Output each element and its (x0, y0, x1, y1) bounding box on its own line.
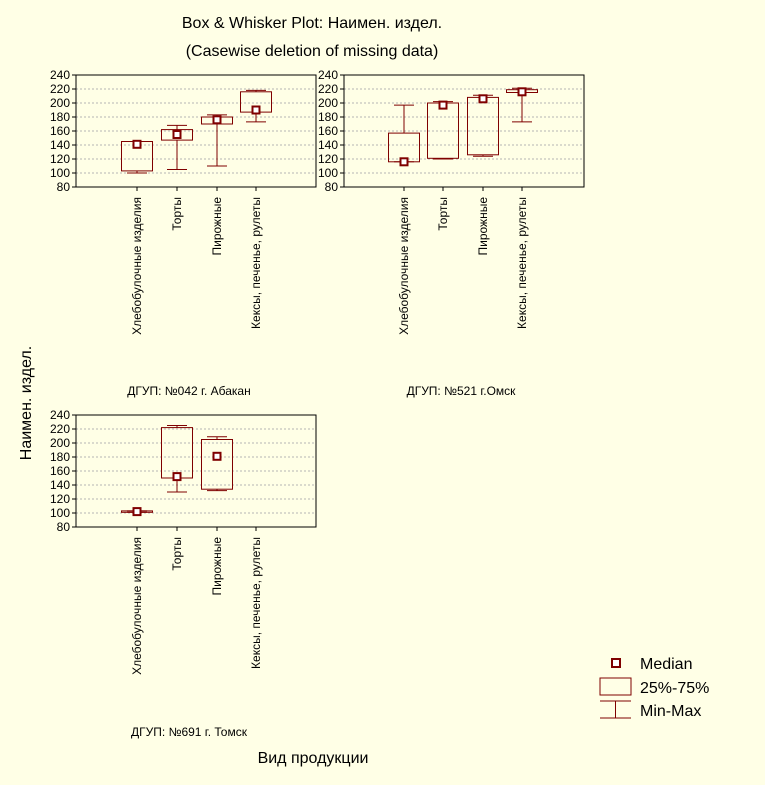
x-tick-label: Хлебобулочные изделия (130, 197, 144, 335)
box-2 (161, 425, 193, 493)
box-1 (121, 139, 153, 174)
x-tick-label: Хлебобулочные изделия (130, 537, 144, 675)
y-tick-label: 200 (50, 436, 70, 450)
panel-label: ДГУП: №691 г. Томск (131, 725, 248, 739)
iqr-box (161, 427, 193, 479)
median-marker (251, 105, 261, 115)
y-tick-label: 120 (50, 152, 70, 166)
median-marker (132, 507, 142, 517)
chart-title: Box & Whisker Plot: Наимен. издел. (182, 15, 442, 32)
legend-median-marker (611, 658, 621, 668)
legend-whisker-label: Min-Max (640, 703, 701, 720)
y-tick-label: 140 (318, 138, 338, 152)
x-tick-label: Хлебобулочные изделия (397, 197, 411, 335)
median-marker (172, 130, 182, 139)
y-tick-label: 160 (50, 464, 70, 478)
median-marker (132, 139, 142, 149)
x-tick-label: Торты (170, 537, 184, 571)
legend-box-label: 25%-75% (640, 680, 709, 697)
median-marker (517, 87, 527, 97)
y-tick-label: 120 (50, 492, 70, 506)
y-tick-label: 240 (50, 408, 70, 422)
legend-box-marker (599, 677, 632, 696)
box-4 (240, 89, 272, 123)
median-marker (212, 451, 222, 461)
y-tick-label: 180 (50, 450, 70, 464)
x-tick-label: Торты (436, 197, 450, 231)
iqr-box (201, 439, 233, 490)
x-tick-label: Пирожные (210, 537, 224, 596)
x-tick-label: Кексы, печенье, рулеты (515, 197, 529, 329)
y-tick-label: 220 (318, 82, 338, 96)
x-tick-label: Пирожные (210, 197, 224, 256)
y-tick-label: 140 (50, 138, 70, 152)
x-tick-label: Кексы, печенье, рулеты (249, 537, 263, 669)
y-tick-label: 80 (57, 520, 71, 534)
x-tick-label: Пирожные (476, 197, 490, 256)
y-tick-label: 100 (318, 166, 338, 180)
y-tick-label: 140 (50, 478, 70, 492)
y-tick-label: 220 (50, 422, 70, 436)
plot-frame (343, 74, 585, 188)
y-tick-label: 100 (50, 506, 70, 520)
box-2 (427, 100, 459, 160)
iqr-box (467, 96, 499, 156)
legend: Median 25%-75% Min-Max (599, 656, 709, 720)
iqr-box (161, 129, 193, 141)
y-tick-label: 200 (318, 96, 338, 110)
median-marker (478, 94, 488, 104)
box-1 (388, 104, 420, 167)
panel-label: ДГУП: №521 г.Омск (407, 384, 517, 398)
y-tick-label: 160 (318, 124, 338, 138)
x-tick-label: Кексы, печенье, рулеты (249, 197, 263, 329)
y-tick-label: 80 (57, 180, 71, 194)
y-tick-label: 80 (325, 180, 339, 194)
y-tick-label: 240 (318, 68, 338, 82)
x-axis-label: Вид продукции (258, 750, 369, 767)
y-tick-label: 180 (318, 110, 338, 124)
panels-group: 24022020018016014012010080Хлебобулочные … (50, 68, 585, 739)
plot-frame (75, 74, 317, 188)
y-tick-label: 200 (50, 96, 70, 110)
box-3 (201, 436, 233, 492)
box-4 (506, 87, 538, 123)
y-tick-label: 220 (50, 82, 70, 96)
chart-subtitle: (Casewise deletion of missing data) (186, 43, 439, 60)
y-tick-label: 180 (50, 110, 70, 124)
y-tick-label: 240 (50, 68, 70, 82)
box-3 (201, 114, 233, 167)
y-tick-label: 100 (50, 166, 70, 180)
y-axis-label: Наимен. издел. (18, 346, 35, 460)
median-marker (172, 472, 182, 482)
median-marker (438, 100, 448, 110)
plot-frame (75, 414, 317, 528)
y-tick-label: 120 (318, 152, 338, 166)
box-2 (161, 124, 193, 170)
legend-median-label: Median (640, 656, 692, 673)
y-tick-label: 160 (50, 124, 70, 138)
x-tick-label: Торты (170, 197, 184, 231)
box-3 (467, 94, 499, 157)
box-1 (121, 507, 153, 517)
median-marker (399, 157, 409, 167)
median-marker (212, 115, 222, 125)
panel-label: ДГУП: №042 г. Абакан (127, 384, 250, 398)
